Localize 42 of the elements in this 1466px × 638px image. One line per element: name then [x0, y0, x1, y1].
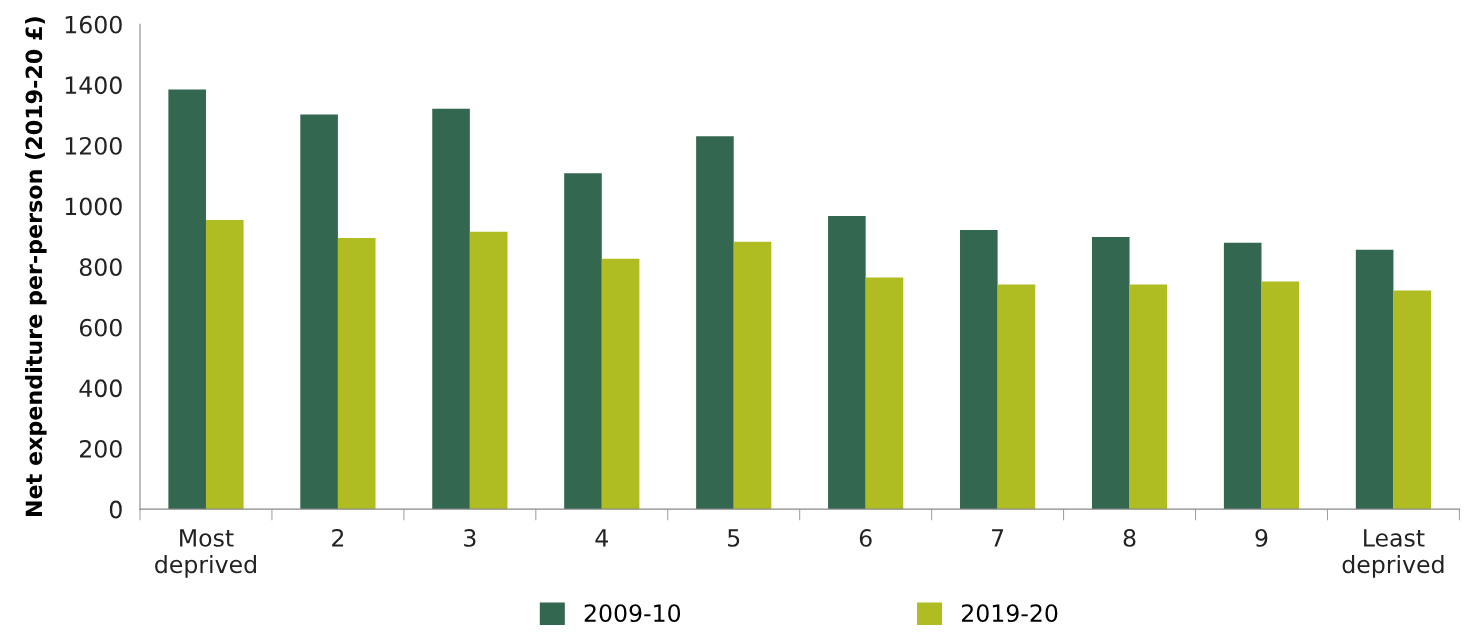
bar	[1223, 242, 1262, 510]
bar	[1129, 284, 1168, 510]
y-tick-label: 600	[79, 318, 122, 337]
y-axis-title: Net expenditure per-person (2019-20 £)	[25, 17, 47, 516]
bar	[168, 89, 206, 510]
bar	[1355, 249, 1394, 510]
x-tick-label: 3	[464, 528, 476, 547]
bar	[1261, 281, 1300, 510]
bar	[205, 220, 244, 510]
bar	[564, 173, 602, 510]
bar	[997, 284, 1036, 510]
bar	[828, 216, 866, 510]
y-tick-label: 1200	[65, 136, 122, 155]
y-tick-label: 1600	[65, 15, 122, 34]
x-tick-label: 5	[728, 529, 740, 547]
x-tick-label: Least deprived	[1342, 529, 1444, 578]
x-tick-label: 4	[595, 529, 608, 547]
bar	[337, 237, 376, 510]
bar	[432, 108, 470, 510]
y-tick-label: 400	[79, 379, 122, 398]
y-tick-label: 0	[109, 500, 122, 519]
y-tick-label: 1400	[65, 76, 122, 95]
bar	[960, 230, 998, 510]
x-tick-label: 8	[1123, 528, 1136, 547]
bar	[865, 277, 904, 510]
bar	[469, 231, 508, 510]
bar	[1393, 290, 1432, 510]
x-tick-label: 9	[1255, 528, 1268, 547]
y-tick-label: 200	[80, 439, 122, 458]
legend-label: 2019-20	[961, 604, 1058, 623]
legend-label: 2009-10	[584, 604, 681, 623]
bar	[733, 241, 772, 510]
bar	[601, 258, 640, 510]
bar	[300, 114, 338, 510]
x-tick-label: 7	[992, 529, 1004, 547]
y-tick-label: 1000	[65, 197, 122, 216]
y-tick-label: 800	[79, 258, 122, 276]
x-tick-label: 2	[332, 528, 344, 547]
x-tick-label: Most deprived	[155, 529, 256, 578]
bar	[696, 136, 734, 510]
x-tick-label: 6	[859, 528, 872, 547]
bar	[1091, 236, 1130, 510]
